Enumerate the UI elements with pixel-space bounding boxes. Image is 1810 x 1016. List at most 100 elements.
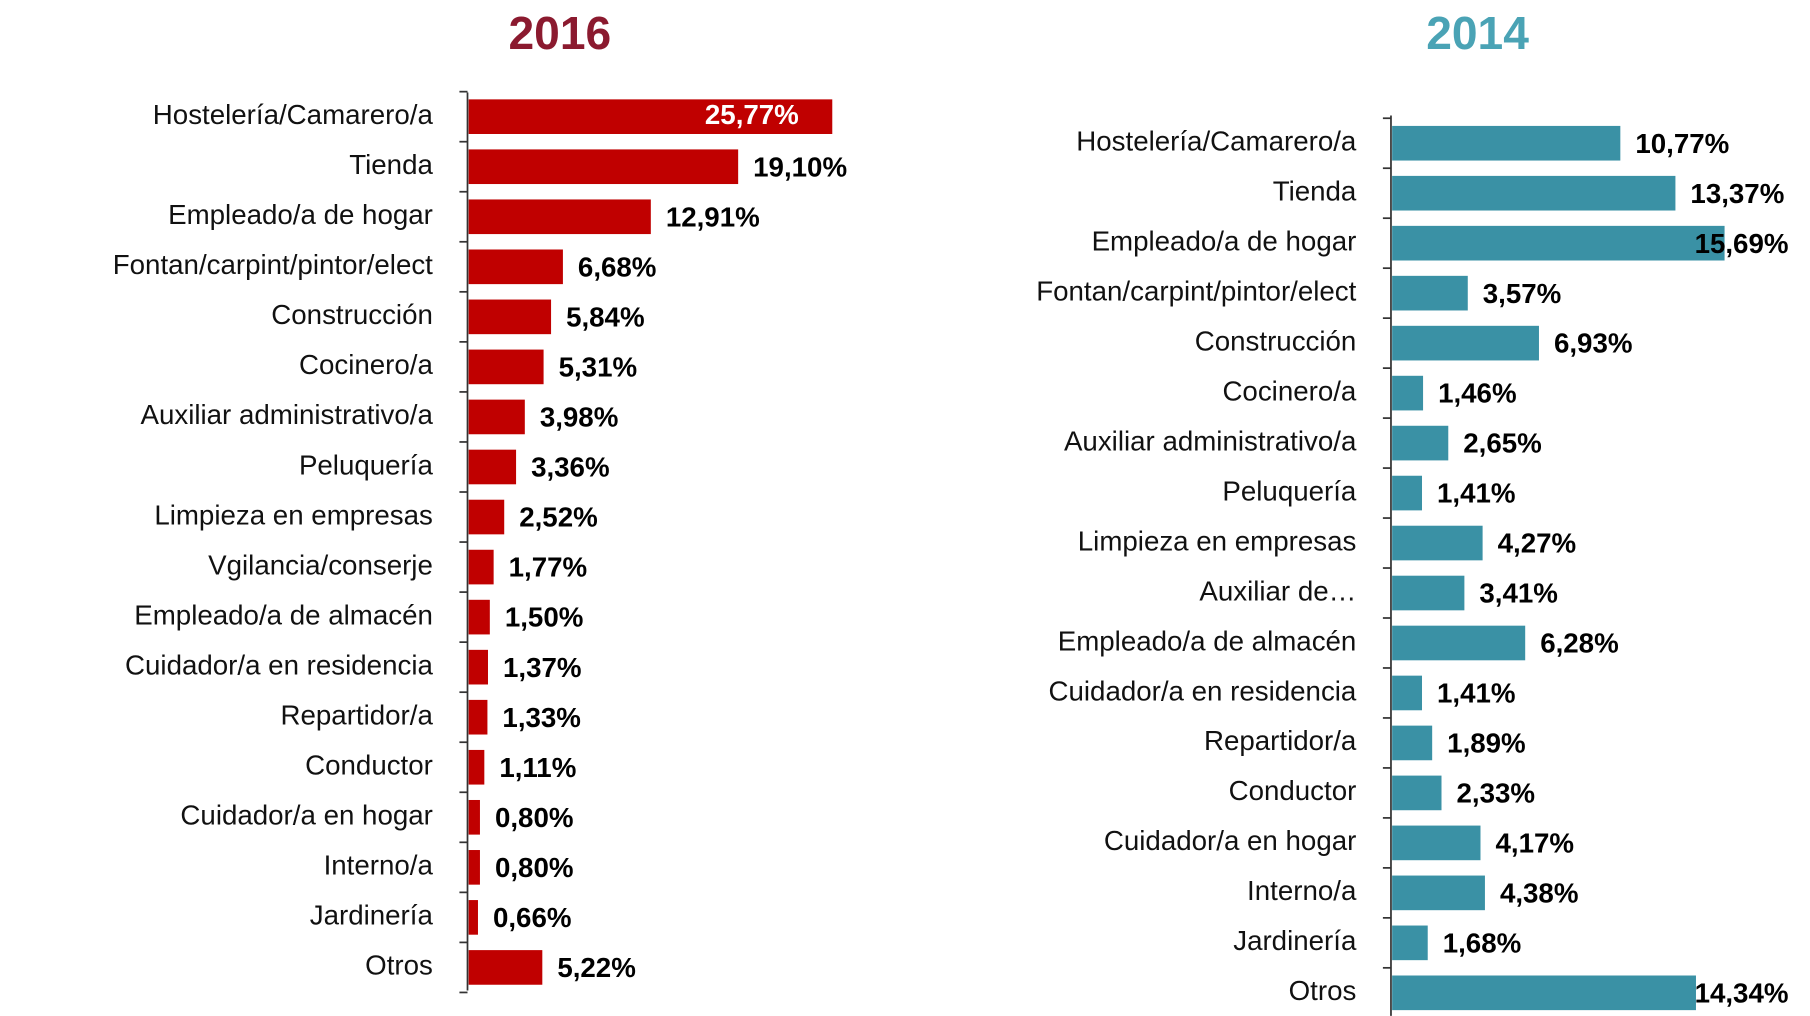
value-label: 25,77% (705, 99, 799, 130)
category-label: Cuidador/a en residencia (1049, 675, 1357, 706)
category-label: Construcción (1195, 325, 1357, 356)
bar (1392, 775, 1442, 811)
category-label: Otros (365, 950, 433, 981)
value-label: 3,41% (1479, 578, 1558, 609)
category-label: Cocinero/a (1222, 375, 1356, 406)
bar (468, 549, 494, 585)
bar (1392, 425, 1449, 461)
value-label: 15,69% (1695, 228, 1789, 259)
bar (1392, 925, 1428, 961)
value-label: 2,52% (519, 502, 598, 533)
bar (1392, 825, 1481, 861)
bar (1392, 275, 1468, 311)
category-label: Interno/a (324, 850, 434, 881)
value-label: 5,84% (566, 301, 645, 332)
value-label: 5,22% (557, 952, 636, 983)
value-label: 4,27% (1498, 528, 1577, 559)
value-label: 10,77% (1635, 128, 1729, 159)
bar (468, 399, 525, 435)
value-label: 5,31% (559, 352, 638, 383)
bar (1392, 725, 1433, 761)
bar (468, 699, 488, 735)
category-label: Conductor (1229, 775, 1357, 806)
category-label: Repartidor/a (281, 700, 434, 731)
bar (1392, 675, 1423, 711)
category-label: Limpieza en empresas (154, 499, 433, 530)
chart-title: 2016 (509, 7, 612, 59)
bar (468, 799, 480, 835)
category-label: Empleado/a de hogar (1092, 225, 1357, 256)
value-label: 1,50% (505, 602, 584, 633)
category-label: Auxiliar administrativo/a (1064, 425, 1357, 456)
category-label: Empleado/a de almacén (134, 599, 433, 630)
value-label: 3,36% (531, 452, 610, 483)
bar (468, 950, 543, 985)
bar (468, 199, 651, 235)
bar (1392, 625, 1526, 661)
value-label: 12,91% (666, 201, 760, 232)
category-label: Otros (1289, 975, 1357, 1006)
category-label: Empleado/a de almacén (1058, 625, 1357, 656)
bar (468, 249, 563, 285)
value-label: 1,37% (503, 652, 582, 683)
value-label: 19,10% (753, 151, 847, 182)
bar (468, 850, 480, 885)
bar (468, 349, 544, 385)
category-label: Cuidador/a en residencia (125, 649, 433, 680)
value-label: 3,98% (540, 402, 619, 433)
category-label: Fontan/carpint/pintor/elect (113, 249, 433, 280)
value-label: 14,34% (1695, 977, 1789, 1008)
bar (468, 99, 833, 134)
category-label: Interno/a (1247, 875, 1357, 906)
category-label: Cocinero/a (299, 349, 433, 380)
bar (1392, 125, 1621, 161)
value-label: 1,68% (1443, 927, 1522, 958)
category-label: Jardinería (1233, 925, 1357, 956)
bar (468, 449, 517, 485)
value-label: 2,33% (1457, 778, 1536, 809)
category-label: Hostelería/Camarero/a (1076, 126, 1357, 157)
value-label: 1,11% (499, 752, 576, 783)
bar (468, 900, 478, 935)
bar (468, 149, 739, 185)
category-label: Repartidor/a (1204, 725, 1357, 756)
bar (1392, 575, 1465, 611)
bar (1392, 975, 1696, 1011)
category-label: Hostelería/Camarero/a (153, 99, 434, 130)
category-label: Auxiliar de… (1199, 575, 1356, 606)
value-label: 4,17% (1495, 828, 1574, 859)
value-label: 3,57% (1483, 278, 1562, 309)
value-label: 0,80% (495, 802, 574, 833)
category-label: Vgilancia/conserje (208, 549, 433, 580)
bar (1392, 875, 1485, 911)
category-label: Peluquería (1222, 475, 1357, 506)
category-label: Empleado/a de hogar (168, 199, 433, 230)
bar (468, 299, 552, 335)
bar (1392, 475, 1423, 511)
category-label: Cuidador/a en hogar (1104, 825, 1356, 856)
value-label: 1,41% (1437, 478, 1516, 509)
value-label: 13,37% (1690, 178, 1784, 209)
bar (468, 749, 485, 785)
category-label: Fontan/carpint/pintor/elect (1036, 275, 1356, 306)
bar (468, 599, 490, 635)
category-label: Auxiliar administrativo/a (141, 399, 434, 430)
category-label: Cuidador/a en hogar (180, 800, 432, 831)
chart-title: 2014 (1426, 7, 1529, 59)
category-label: Tienda (349, 149, 433, 180)
value-label: 1,33% (502, 702, 581, 733)
category-label: Construcción (271, 299, 433, 330)
bar (1392, 175, 1676, 211)
value-label: 0,80% (495, 852, 574, 883)
bar (1392, 525, 1483, 561)
value-label: 1,46% (1438, 378, 1517, 409)
bar (1392, 225, 1725, 261)
value-label: 6,68% (578, 251, 657, 282)
bar (1392, 375, 1424, 411)
value-label: 6,93% (1554, 328, 1633, 359)
value-label: 1,89% (1447, 728, 1526, 759)
bar (468, 499, 505, 535)
value-label: 1,77% (509, 552, 588, 583)
